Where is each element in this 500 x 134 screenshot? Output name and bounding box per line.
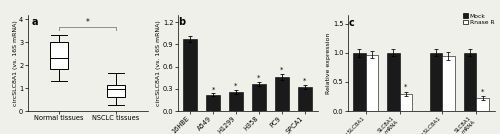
Text: c: c <box>348 18 354 28</box>
Text: b: b <box>178 17 185 27</box>
Bar <box>206 95 220 111</box>
Bar <box>184 39 197 111</box>
Bar <box>464 53 476 111</box>
Bar <box>107 85 125 97</box>
Bar <box>442 56 454 111</box>
Bar <box>276 77 288 111</box>
Text: *: * <box>404 84 407 90</box>
Bar <box>366 55 378 111</box>
Y-axis label: Relative expression: Relative expression <box>326 32 332 94</box>
Text: *: * <box>303 78 306 84</box>
Text: *: * <box>280 67 283 73</box>
Bar <box>252 84 266 111</box>
Text: *: * <box>481 89 484 95</box>
Bar <box>353 53 366 111</box>
Bar <box>400 94 412 111</box>
Bar <box>387 53 400 111</box>
Bar <box>476 98 489 111</box>
Y-axis label: circSLC8A1 (vs. 16S mRNA): circSLC8A1 (vs. 16S mRNA) <box>156 20 162 106</box>
Text: *: * <box>86 18 89 27</box>
Bar <box>230 92 242 111</box>
Text: *: * <box>212 86 215 92</box>
Bar <box>430 53 442 111</box>
Text: a: a <box>32 17 38 27</box>
Y-axis label: circSLC8A1 (vs. 16S mRNA): circSLC8A1 (vs. 16S mRNA) <box>12 20 18 106</box>
Bar <box>298 87 312 111</box>
Text: *: * <box>258 75 260 81</box>
Text: *: * <box>234 83 238 89</box>
Legend: Mock, Rnase R: Mock, Rnase R <box>462 13 495 25</box>
Bar <box>50 42 68 69</box>
